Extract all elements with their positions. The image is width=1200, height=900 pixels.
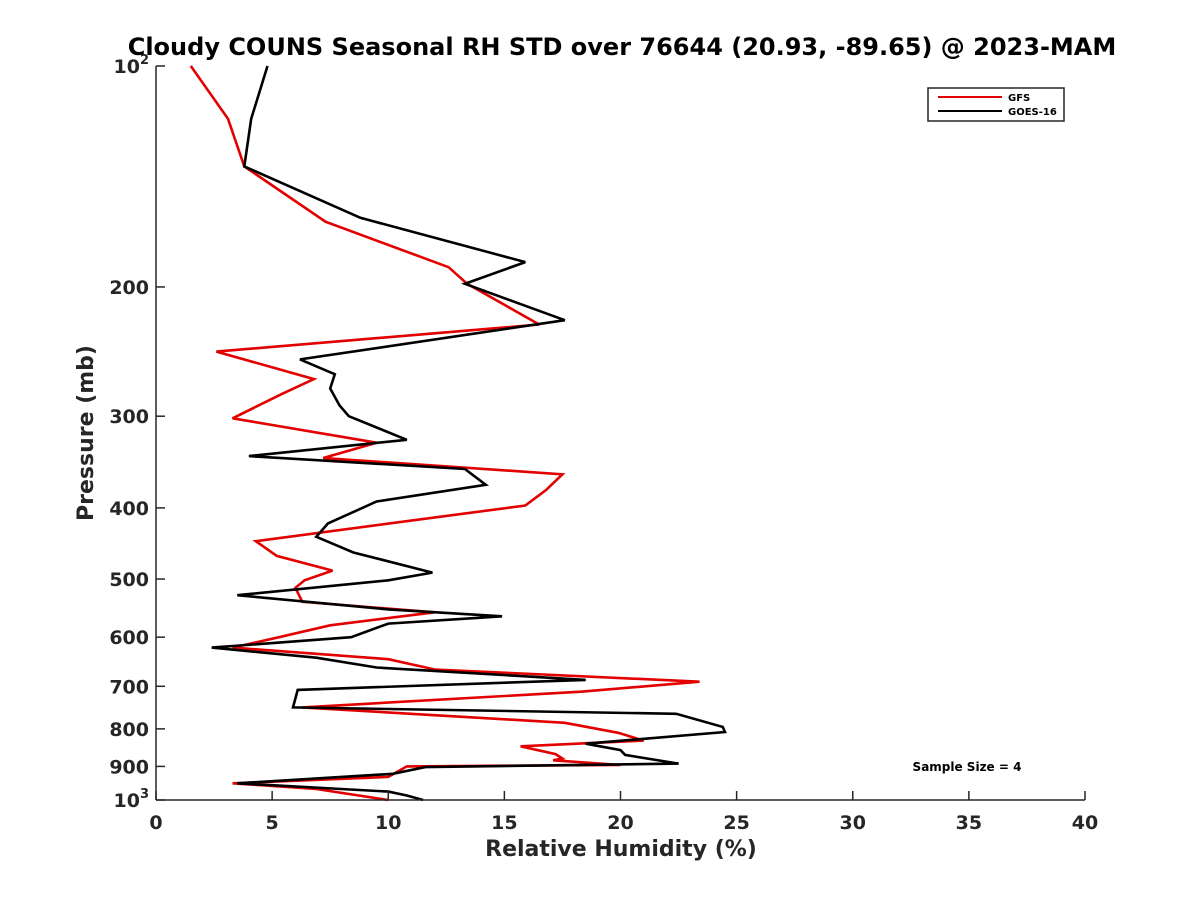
y-tick-label: 103: [114, 787, 150, 812]
y-tick-label: 102: [114, 53, 150, 78]
legend-label-gfs: GFS: [1008, 93, 1030, 104]
x-tick-label: 40: [1072, 812, 1098, 834]
plot-area: 0 5 10 15 20 25 30 35 40 102 200 300 400 500 600 700 80…: [109, 53, 1098, 834]
y-tick-label: 900: [109, 756, 149, 778]
y-axis-label: Pressure (mb): [74, 345, 99, 521]
series-line-goes16: [211, 65, 727, 802]
y-tick-label: 700: [109, 676, 149, 698]
legend-label-goes16: GOES-16: [1008, 107, 1057, 118]
x-tick-label: 25: [723, 812, 749, 834]
sample-size-annotation: Sample Size = 4: [913, 760, 1022, 774]
x-tick-label: 35: [956, 812, 982, 834]
y-tick-label: 600: [109, 627, 149, 649]
y-tick-label: 300: [109, 406, 149, 428]
x-axis-ticks: 0 5 10 15 20 25 30 35 40: [149, 791, 1098, 834]
y-tick-label: 800: [109, 719, 149, 741]
y-tick-label: 400: [109, 498, 149, 520]
y-tick-label: 200: [109, 277, 149, 299]
y-tick-label: 500: [109, 569, 149, 591]
x-tick-label: 0: [149, 812, 162, 834]
x-axis-label: Relative Humidity (%): [485, 837, 757, 862]
chart-title: Cloudy COUNS Seasonal RH STD over 76644 …: [128, 33, 1117, 61]
x-tick-label: 5: [266, 812, 279, 834]
x-tick-label: 20: [607, 812, 633, 834]
legend: GFS GOES-16: [927, 87, 1065, 122]
x-tick-label: 15: [491, 812, 517, 834]
x-tick-label: 10: [375, 812, 401, 834]
y-axis-ticks: 102 200 300 400 500 600 700 800 900 103: [109, 53, 165, 812]
series-layer: [189, 65, 727, 802]
x-tick-label: 30: [840, 812, 866, 834]
legend-box: [927, 87, 1065, 122]
